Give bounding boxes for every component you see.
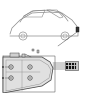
- Polygon shape: [3, 57, 53, 93]
- Bar: [69, 62, 71, 65]
- Circle shape: [2, 77, 4, 79]
- Bar: [22, 54, 25, 57]
- Bar: [10, 53, 19, 57]
- Bar: [66, 62, 68, 65]
- Bar: [65, 61, 78, 70]
- Bar: [75, 62, 76, 65]
- Bar: [32, 49, 34, 51]
- Bar: [37, 50, 39, 53]
- Bar: [69, 66, 71, 69]
- Bar: [72, 66, 74, 69]
- Bar: [76, 27, 79, 32]
- Bar: [75, 66, 76, 69]
- Circle shape: [2, 66, 4, 68]
- Bar: [66, 66, 68, 69]
- Bar: [72, 62, 74, 65]
